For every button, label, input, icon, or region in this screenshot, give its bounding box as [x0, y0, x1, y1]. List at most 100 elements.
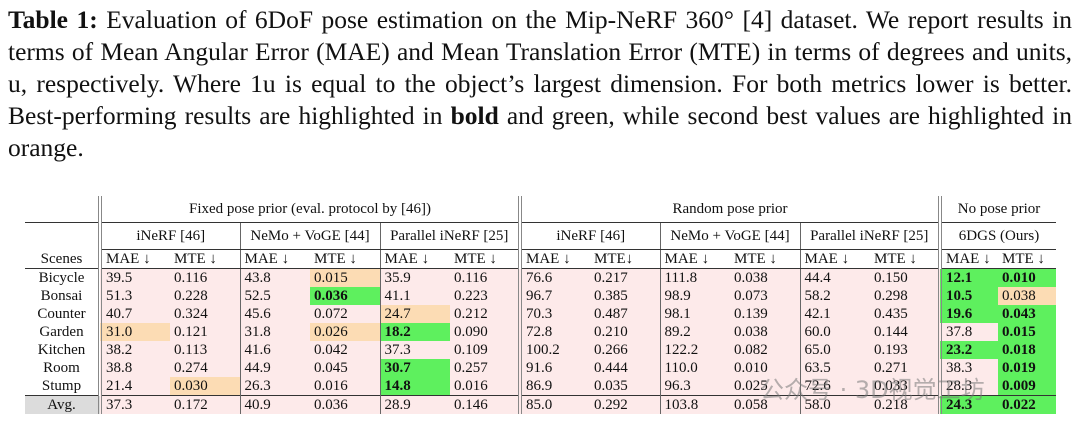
value-cell: 0.038: [730, 268, 800, 287]
value-cell: 37.8: [938, 323, 998, 341]
value-cell: 19.6: [938, 305, 998, 323]
metric-header: MTE ↓: [870, 249, 940, 269]
value-cell: 63.5: [799, 359, 870, 377]
value-cell: 24.3: [938, 395, 998, 414]
scene-name: Bonsai: [40, 288, 83, 304]
value-cell: 0.033: [870, 377, 940, 396]
value-cell: 38.8: [98, 359, 170, 377]
value-cell: 0.113: [170, 341, 240, 359]
value-cell: 0.210: [590, 323, 660, 341]
value-cell: 110.0: [659, 359, 730, 377]
value-cell: 40.7: [98, 305, 170, 323]
watermark: 公众号 · 3D视觉工坊: [760, 376, 985, 404]
value-cell: 52.5: [239, 287, 310, 305]
value-cell: 10.5: [938, 287, 998, 305]
scene-name: Garden: [39, 324, 84, 340]
metric-header: MAE ↓: [659, 249, 730, 269]
value-cell: 89.2: [659, 323, 730, 341]
value-cell: 0.036: [310, 287, 380, 305]
method-header: 6DGS (Ours): [938, 222, 1056, 250]
value-cell: 0.082: [730, 341, 800, 359]
method-header: Parallel iNeRF [25]: [379, 222, 520, 250]
value-cell: 0.019: [998, 359, 1056, 377]
value-cell: 96.3: [659, 377, 730, 396]
metric-header: MTE↓: [590, 249, 660, 269]
scene-name: Kitchen: [37, 342, 86, 358]
method-row: iNeRF [46] NeMo + VoGE [44] Parallel iNeRF…: [25, 222, 1056, 250]
value-cell: 0.271: [870, 359, 940, 377]
value-cell: 28.3: [938, 377, 998, 396]
value-cell: 0.150: [870, 268, 940, 287]
value-cell: 0.042: [310, 341, 380, 359]
value-cell: 58.2: [799, 287, 870, 305]
metric-header: MTE ↓: [310, 249, 380, 269]
value-cell: 40.9: [239, 395, 310, 414]
value-cell: 0.146: [450, 395, 520, 414]
value-cell: 0.018: [998, 341, 1056, 359]
method-header: iNeRF [46]: [518, 222, 660, 250]
data-row: Garden 31.0 0.121 31.8 0.026 18.2 0.090 72.8 0.2…: [25, 323, 1056, 341]
data-row: Counter 40.7 0.324 45.6 0.072 24.7 0.212 70.3 0.…: [25, 305, 1056, 323]
value-cell: 0.025: [730, 377, 800, 396]
value-cell: 72.8: [518, 323, 590, 341]
data-row: Stump 21.4 0.030 26.3 0.016 14.8 0.016 86.9 0.03…: [25, 377, 1056, 396]
caption-text: and green, while second best values are …: [8, 101, 1073, 162]
scene-name: Avg.: [25, 395, 100, 414]
value-cell: 72.6: [799, 377, 870, 396]
value-cell: 0.016: [450, 377, 520, 396]
value-cell: 0.324: [170, 305, 240, 323]
value-cell: 0.036: [310, 395, 380, 414]
value-cell: 0.172: [170, 395, 240, 414]
value-cell: 45.6: [239, 305, 310, 323]
value-cell: 42.1: [799, 305, 870, 323]
value-cell: 39.5: [98, 268, 170, 287]
value-cell: 0.217: [590, 268, 660, 287]
value-cell: 26.3: [239, 377, 310, 396]
data-row: Room 38.8 0.274 44.9 0.045 30.7 0.257 91.6 0.444…: [25, 359, 1056, 377]
value-cell: 0.298: [870, 287, 940, 305]
method-header: NeMo + VoGE [44]: [239, 222, 380, 250]
value-cell: 38.2: [98, 341, 170, 359]
metric-header: MAE ↓: [239, 249, 310, 269]
value-cell: 0.022: [998, 395, 1056, 414]
value-cell: 0.487: [590, 305, 660, 323]
value-cell: 0.058: [730, 395, 800, 414]
empty-cell: [25, 222, 100, 250]
value-cell: 37.3: [98, 395, 170, 414]
value-cell: 60.0: [799, 323, 870, 341]
value-cell: 51.3: [98, 287, 170, 305]
value-cell: 0.045: [310, 359, 380, 377]
value-cell: 0.015: [310, 268, 380, 287]
value-cell: 21.4: [98, 377, 170, 396]
value-cell: 96.7: [518, 287, 590, 305]
caption-text: Evaluation of 6DoF pose estimation on th…: [8, 5, 1072, 130]
value-cell: 58.0: [799, 395, 870, 414]
value-cell: 0.016: [310, 377, 380, 396]
value-cell: 43.8: [239, 268, 310, 287]
value-cell: 0.010: [998, 268, 1056, 287]
group-header: Random pose prior: [518, 196, 940, 223]
value-cell: 0.257: [450, 359, 520, 377]
group-header: Fixed pose prior (eval. protocol by [46]…: [98, 196, 520, 223]
value-cell: 0.212: [450, 305, 520, 323]
data-row: Bicycle 39.5 0.116 43.8 0.015 35.9 0.116 76.6 0.…: [25, 268, 1056, 287]
metric-header: MTE ↓: [730, 249, 800, 269]
value-cell: 0.109: [450, 341, 520, 359]
value-cell: 38.3: [938, 359, 998, 377]
group-header: No pose prior: [938, 196, 1056, 223]
caption-bold: bold: [450, 101, 499, 130]
metric-header: MAE ↓: [98, 249, 170, 269]
value-cell: 0.193: [870, 341, 940, 359]
value-cell: 70.3: [518, 305, 590, 323]
value-cell: 122.2: [659, 341, 730, 359]
method-header: Parallel iNeRF [25]: [799, 222, 940, 250]
value-cell: 98.9: [659, 287, 730, 305]
scene-name: Stump: [41, 378, 82, 394]
value-cell: 111.8: [659, 268, 730, 287]
value-cell: 28.9: [379, 395, 450, 414]
value-cell: 35.9: [379, 268, 450, 287]
value-cell: 0.015: [998, 323, 1056, 341]
value-cell: 0.090: [450, 323, 520, 341]
value-cell: 0.030: [170, 377, 240, 396]
